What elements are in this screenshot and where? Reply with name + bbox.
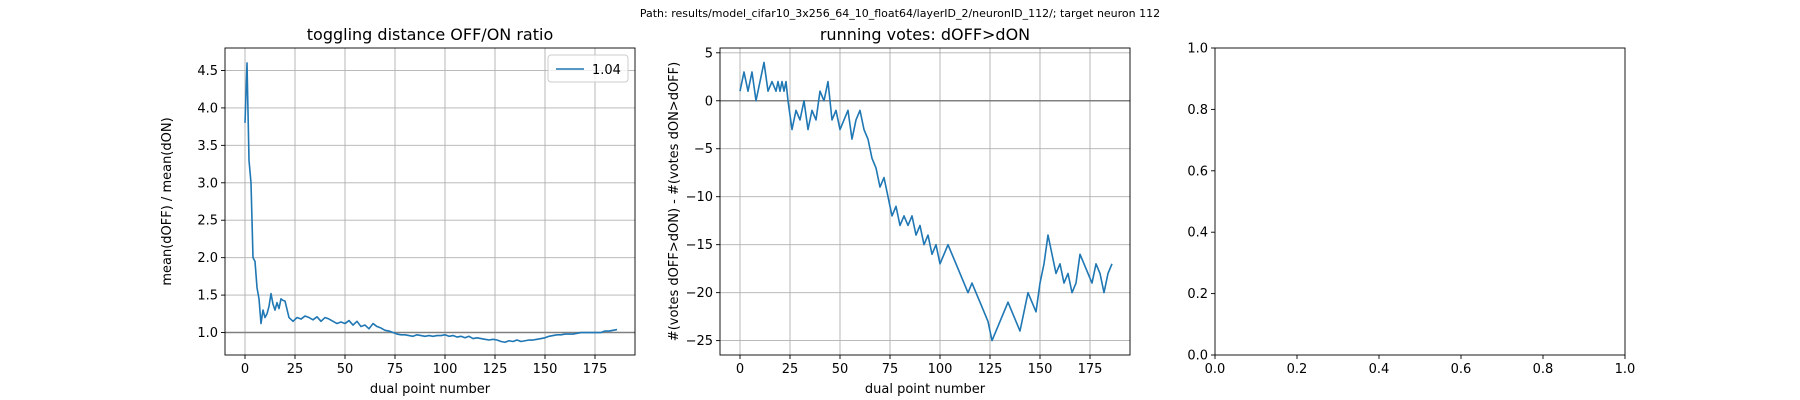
axes-frame (719, 47, 1131, 356)
x-tick-label: 75 (882, 362, 899, 377)
x-tick-label: 50 (832, 362, 849, 377)
y-tick-label: −5 (694, 142, 713, 157)
x-tick-label: 100 (928, 362, 953, 377)
y-tick-label: 0.8 (1187, 103, 1208, 118)
y-tick-label: 2.5 (197, 214, 218, 229)
running-votes-chart: 0 25 50 75 100 125 150 17550−5−10−15−20−25runni… (667, 25, 1131, 397)
axes-frame (224, 47, 636, 356)
y-tick-label: 1.0 (197, 326, 218, 341)
x-tick-label: 100 (433, 362, 458, 377)
empty-chart: 0.0 0.2 0.4 0.6 0.8 1.0 0.0 0.2 0.4 0.6 0.8 1.0 (1187, 42, 1635, 378)
y-tick-label: 0.2 (1187, 287, 1208, 302)
chart-title: toggling distance OFF/ON ratio (307, 25, 553, 44)
y-axis-title: #(votes dOFF>dON) - #(votes dON>dOFF) (667, 62, 682, 341)
y-tick-label: −10 (686, 190, 713, 205)
y-tick-label: 3.5 (197, 139, 218, 154)
y-tick-label: 0 (705, 94, 713, 109)
chart-title: running votes: dOFF>dON (820, 25, 1030, 44)
x-tick-label: 0 (736, 362, 744, 377)
figure-suptitle: Path: results/model_cifar10_3x256_64_10_… (640, 7, 1160, 20)
y-tick-label: 5 (705, 46, 713, 61)
legend: 1.04 (547, 54, 629, 83)
y-tick-label: −25 (686, 334, 713, 349)
x-tick-label: 0 (241, 362, 249, 377)
x-tick-label: 0.4 (1369, 362, 1390, 377)
y-tick-label: 3.0 (197, 176, 218, 191)
y-tick-label: −15 (686, 238, 713, 253)
legend-frame (547, 54, 629, 83)
y-tick-label: 0.0 (1187, 349, 1208, 364)
toggling-ratio-chart: 0 25 50 75 100 125 150 175 1.0 1.5 2.0 2.5 3.0 3.5 4.0… (160, 25, 636, 397)
x-tick-label: 0.2 (1287, 362, 1308, 377)
x-tick-label: 150 (1028, 362, 1053, 377)
x-tick-label: 175 (583, 362, 608, 377)
x-tick-label: 25 (287, 362, 304, 377)
series-line (244, 62, 618, 344)
x-tick-label: 150 (533, 362, 558, 377)
y-tick-label: 2.0 (197, 251, 218, 266)
y-tick-label: −20 (686, 286, 713, 301)
x-tick-label: 125 (483, 362, 508, 377)
x-axis-title: dual point number (370, 382, 491, 397)
axes-frame (1214, 47, 1626, 356)
legend-label: 1.04 (592, 63, 621, 78)
x-tick-label: 1.0 (1615, 362, 1636, 377)
y-tick-label: 0.6 (1187, 164, 1208, 179)
x-tick-label: 175 (1078, 362, 1103, 377)
x-axis-title: dual point number (865, 382, 986, 397)
y-tick-label: 1.5 (197, 289, 218, 304)
y-tick-label: 4.0 (197, 101, 218, 116)
x-tick-label: 0.6 (1451, 362, 1472, 377)
x-tick-label: 50 (337, 362, 354, 377)
x-tick-label: 0.0 (1205, 362, 1226, 377)
x-tick-label: 25 (782, 362, 799, 377)
x-tick-label: 125 (978, 362, 1003, 377)
x-tick-label: 75 (387, 362, 404, 377)
x-tick-label: 0.8 (1533, 362, 1554, 377)
y-tick-label: 1.0 (1187, 42, 1208, 57)
y-tick-label: 4.5 (197, 64, 218, 79)
y-tick-label: 0.4 (1187, 226, 1208, 241)
series-line (739, 61, 1113, 342)
y-axis-title: mean(dOFF) / mean(dON) (160, 117, 175, 285)
